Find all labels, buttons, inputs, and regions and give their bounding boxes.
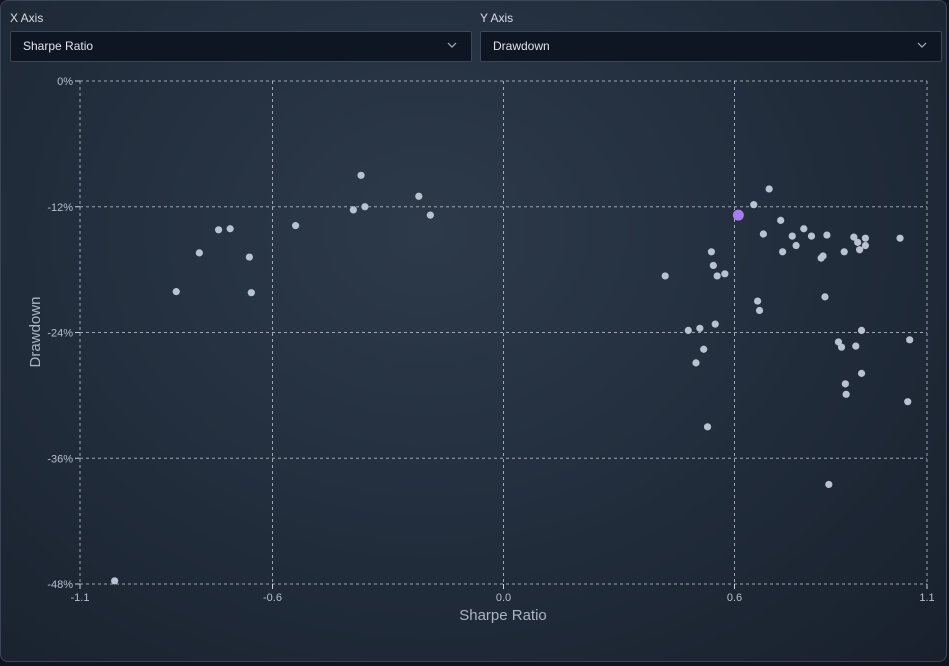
- data-point[interactable]: [661, 272, 669, 280]
- data-point[interactable]: [692, 359, 700, 367]
- data-point[interactable]: [426, 211, 434, 219]
- data-point[interactable]: [684, 326, 692, 335]
- data-point[interactable]: [825, 480, 833, 489]
- data-point[interactable]: [721, 270, 729, 278]
- data-point[interactable]: [857, 326, 866, 335]
- data-point[interactable]: [172, 288, 180, 296]
- data-point[interactable]: [840, 248, 848, 256]
- y-tick-label: -48%: [47, 579, 73, 591]
- data-point[interactable]: [850, 233, 858, 241]
- y-tick-label: -12%: [47, 202, 73, 214]
- data-point[interactable]: [195, 249, 203, 257]
- x-tick-label: 0.6: [727, 592, 742, 604]
- data-point[interactable]: [856, 246, 864, 254]
- y-axis-select-value: Drawdown: [493, 39, 550, 53]
- data-point[interactable]: [713, 272, 721, 280]
- x-tick-label: 0.0: [496, 592, 511, 604]
- chevron-down-icon: [917, 42, 927, 48]
- data-point[interactable]: [837, 343, 846, 351]
- data-point[interactable]: [800, 225, 808, 233]
- data-point[interactable]: [707, 248, 716, 256]
- y-tick-label: -24%: [47, 328, 73, 340]
- y-tick-label: -36%: [47, 453, 73, 465]
- x-axis-title: Sharpe Ratio: [459, 607, 547, 624]
- axes: -1.1 -0.6 0.0 0.6 1.1 0% -12% -24% -36% -48%: [47, 76, 934, 604]
- data-point[interactable]: [696, 324, 704, 332]
- x-tick-label: -1.1: [71, 592, 90, 604]
- chevron-down-icon: [447, 42, 457, 48]
- y-tick-label: 0%: [57, 76, 73, 88]
- data-point[interactable]: [823, 231, 831, 239]
- data-point[interactable]: [765, 185, 773, 193]
- data-point[interactable]: [792, 241, 800, 250]
- data-point[interactable]: [807, 232, 816, 240]
- data-point[interactable]: [896, 234, 904, 242]
- data-point[interactable]: [709, 261, 717, 270]
- data-point[interactable]: [700, 345, 708, 353]
- data-point[interactable]: [415, 192, 423, 200]
- data-point[interactable]: [226, 225, 234, 233]
- grid-lines: [79, 80, 928, 585]
- data-point[interactable]: [754, 297, 762, 305]
- data-point[interactable]: [703, 423, 712, 431]
- data-point[interactable]: [904, 398, 912, 406]
- data-point[interactable]: [861, 241, 870, 250]
- x-axis-select-value: Sharpe Ratio: [23, 39, 94, 53]
- y-axis-title: Drawdown: [27, 297, 44, 368]
- data-point[interactable]: [759, 230, 767, 238]
- x-axis-control-label: X Axis: [10, 11, 44, 25]
- data-point[interactable]: [292, 222, 300, 230]
- data-point[interactable]: [834, 338, 843, 346]
- data-point[interactable]: [349, 206, 357, 214]
- data-point[interactable]: [750, 201, 758, 209]
- data-point[interactable]: [821, 293, 829, 301]
- data-point[interactable]: [361, 203, 369, 211]
- data-points: [111, 171, 914, 585]
- x-tick-label: -0.6: [263, 592, 282, 604]
- data-point[interactable]: [779, 248, 787, 256]
- data-point[interactable]: [788, 232, 796, 240]
- highlighted-data-point[interactable]: [732, 209, 744, 221]
- data-point[interactable]: [854, 238, 862, 246]
- data-point[interactable]: [861, 234, 870, 242]
- data-point[interactable]: [711, 320, 719, 328]
- y-axis-select[interactable]: Drawdown: [480, 31, 942, 62]
- data-point[interactable]: [111, 577, 119, 585]
- data-point[interactable]: [857, 369, 866, 377]
- data-point[interactable]: [906, 336, 914, 344]
- x-tick-label: 1.1: [919, 592, 934, 604]
- data-point[interactable]: [842, 390, 850, 398]
- data-point[interactable]: [245, 253, 253, 261]
- data-point[interactable]: [247, 289, 255, 297]
- data-point[interactable]: [357, 171, 365, 179]
- y-axis-control-label: Y Axis: [480, 11, 514, 25]
- data-point[interactable]: [819, 252, 827, 260]
- data-point[interactable]: [755, 306, 764, 315]
- data-point[interactable]: [215, 226, 223, 234]
- data-point[interactable]: [777, 216, 785, 224]
- data-point[interactable]: [852, 342, 860, 350]
- x-axis-select[interactable]: Sharpe Ratio: [10, 31, 472, 62]
- data-point[interactable]: [841, 380, 849, 388]
